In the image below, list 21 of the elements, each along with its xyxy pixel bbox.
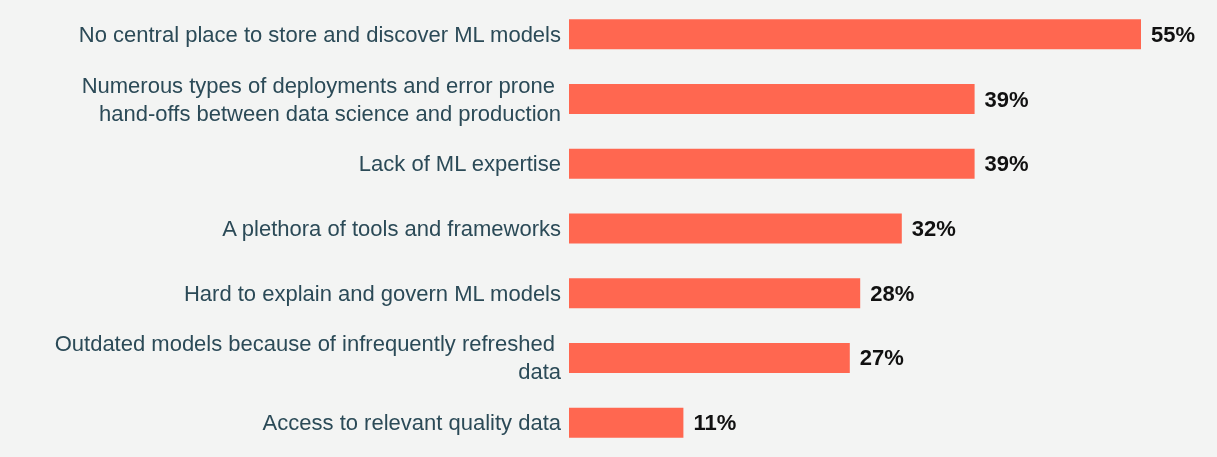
y-tick-label: Outdated models because of infrequently refreshed data [54,331,562,385]
y-tick-label: A plethora of tools and frameworks [222,216,561,241]
bar [569,19,1141,50]
y-tick-label: Access to relevant quality data [262,410,562,436]
bar [569,213,902,244]
bar [569,278,861,309]
bar [569,407,684,438]
y-tick-label: Hard to explain and govern ML models [183,280,561,306]
y-tick-label: Numerous types of deployments and error prone hand-offs between data science and production [81,72,561,126]
data-label: 27% [859,345,904,371]
data-label: 39% [984,86,1029,112]
data-label: 55% [1151,21,1196,47]
bar [569,342,850,373]
data-label: 11% [693,410,737,436]
bar [569,84,975,115]
y-tick-label: Lack of ML expertise [358,151,561,177]
y-tick-label: No central place to store and discover ML models [78,21,561,47]
data-label: 28% [870,280,915,306]
data-label: 39% [984,151,1029,177]
data-label: 32% [911,216,956,241]
bar [569,148,975,179]
